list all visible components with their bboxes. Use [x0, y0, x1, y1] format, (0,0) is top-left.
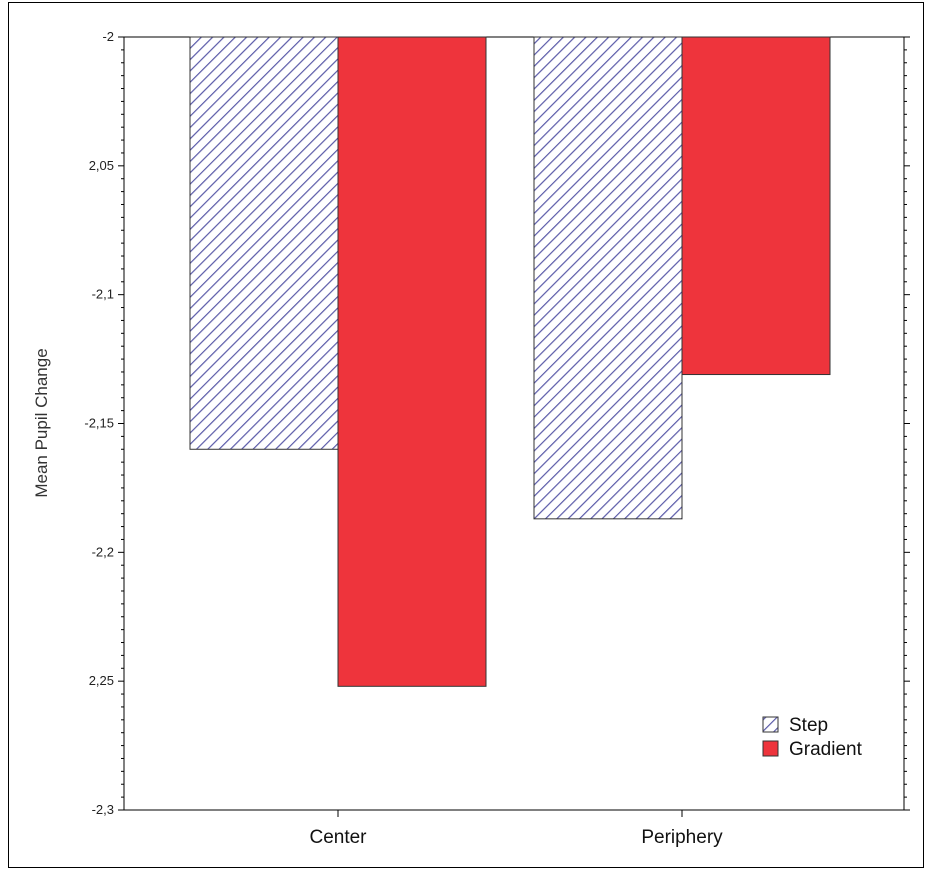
legend: Step Gradient: [762, 715, 863, 760]
legend-swatch-gradient: [762, 740, 779, 757]
x-tick-label-periphery: Periphery: [641, 827, 723, 848]
bar-step-periphery: [533, 36, 683, 520]
y-axis-title: Mean Pupil Change: [32, 348, 51, 497]
x-tick-label-center: Center: [309, 827, 367, 848]
legend-label-step: Step: [789, 715, 828, 736]
legend-swatch-step: [762, 716, 779, 733]
y-tick-label: -2,1: [92, 287, 114, 302]
bar-step-center: [189, 36, 339, 450]
y-tick-label: -2,3: [92, 802, 114, 817]
bar-gradient-center: [337, 36, 487, 687]
y-tick-label: -2: [102, 29, 114, 44]
y-tick-label: 2,05: [89, 158, 114, 173]
y-tick-label: -2,15: [84, 416, 114, 431]
legend-label-gradient: Gradient: [789, 739, 863, 760]
y-tick-label: 2,25: [89, 673, 114, 688]
y-tick-label: -2,2: [92, 544, 114, 559]
bar-gradient-periphery: [681, 36, 831, 376]
